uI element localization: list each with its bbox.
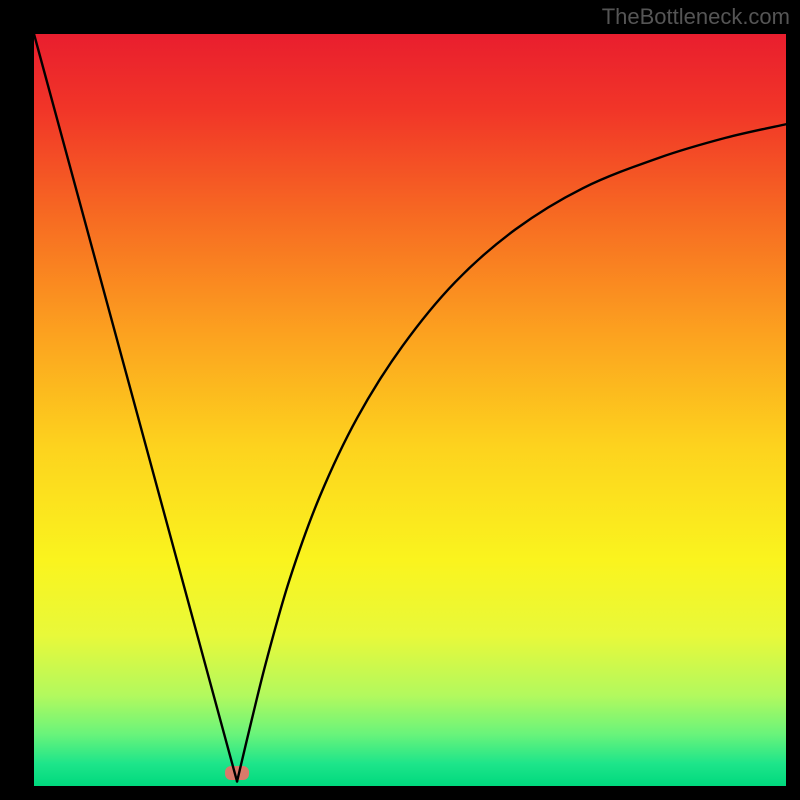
chart-svg [0, 0, 800, 800]
gradient-background [34, 34, 786, 786]
chart-container: TheBottleneck.com [0, 0, 800, 800]
watermark-text: TheBottleneck.com [602, 4, 790, 30]
